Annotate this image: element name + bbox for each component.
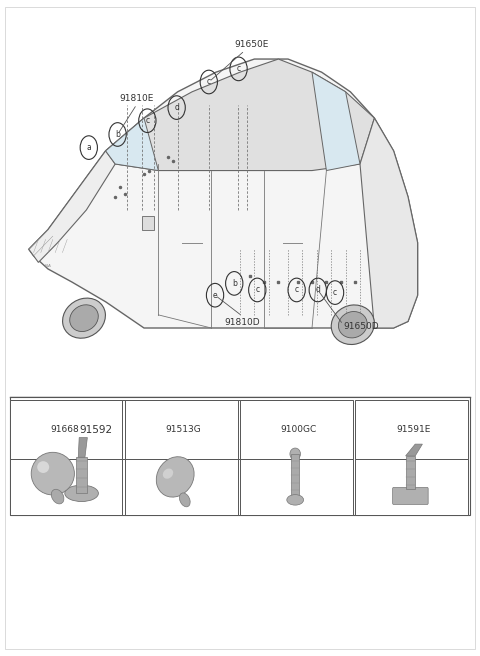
Text: 91810D: 91810D	[225, 318, 260, 327]
Ellipse shape	[65, 485, 98, 501]
Text: c: c	[237, 64, 240, 73]
FancyBboxPatch shape	[240, 400, 353, 459]
Text: a: a	[86, 143, 91, 152]
Ellipse shape	[338, 312, 367, 338]
Text: c: c	[145, 116, 149, 125]
FancyBboxPatch shape	[291, 454, 299, 499]
Polygon shape	[29, 151, 115, 262]
Ellipse shape	[31, 453, 74, 495]
FancyBboxPatch shape	[10, 400, 281, 459]
FancyBboxPatch shape	[240, 459, 353, 515]
FancyBboxPatch shape	[125, 459, 238, 515]
Text: 91650E: 91650E	[235, 40, 269, 49]
Ellipse shape	[156, 457, 194, 497]
Ellipse shape	[62, 298, 106, 338]
FancyBboxPatch shape	[10, 400, 122, 459]
Polygon shape	[106, 59, 374, 171]
Ellipse shape	[180, 493, 190, 507]
Text: KIA: KIA	[45, 264, 51, 268]
Ellipse shape	[51, 489, 64, 504]
Text: d: d	[174, 103, 179, 112]
FancyBboxPatch shape	[406, 456, 415, 489]
Polygon shape	[142, 216, 154, 230]
FancyBboxPatch shape	[355, 400, 468, 459]
Polygon shape	[78, 438, 87, 457]
Ellipse shape	[163, 468, 173, 479]
Text: 91810E: 91810E	[120, 94, 154, 103]
FancyBboxPatch shape	[10, 459, 122, 515]
Polygon shape	[106, 118, 158, 171]
Text: c: c	[255, 285, 259, 295]
FancyBboxPatch shape	[125, 400, 238, 459]
Text: 9100GC: 9100GC	[281, 425, 317, 434]
Ellipse shape	[287, 495, 303, 505]
Text: c: c	[333, 288, 337, 297]
Ellipse shape	[37, 461, 49, 473]
Polygon shape	[406, 444, 422, 456]
Text: c: c	[295, 285, 299, 295]
Text: 91592: 91592	[79, 424, 112, 435]
Text: a: a	[29, 425, 34, 434]
FancyBboxPatch shape	[10, 397, 470, 515]
Text: e: e	[372, 425, 377, 434]
Ellipse shape	[290, 448, 300, 460]
FancyBboxPatch shape	[10, 459, 281, 515]
Text: b: b	[115, 130, 120, 139]
Text: 91513G: 91513G	[166, 425, 201, 434]
Ellipse shape	[70, 305, 98, 331]
Polygon shape	[360, 118, 418, 328]
Polygon shape	[29, 59, 418, 328]
Text: d: d	[315, 285, 320, 295]
Text: 91591E: 91591E	[396, 425, 431, 434]
Text: b: b	[232, 279, 237, 288]
Text: 91650D: 91650D	[343, 322, 379, 331]
FancyBboxPatch shape	[76, 457, 87, 493]
Polygon shape	[312, 72, 360, 171]
Text: c: c	[207, 77, 211, 87]
Text: b: b	[26, 425, 31, 434]
Text: c: c	[142, 425, 146, 434]
FancyBboxPatch shape	[393, 487, 428, 504]
Ellipse shape	[331, 305, 374, 344]
Text: d: d	[257, 425, 262, 434]
FancyBboxPatch shape	[355, 459, 468, 515]
Text: e: e	[213, 291, 217, 300]
Text: 91668: 91668	[50, 425, 79, 434]
